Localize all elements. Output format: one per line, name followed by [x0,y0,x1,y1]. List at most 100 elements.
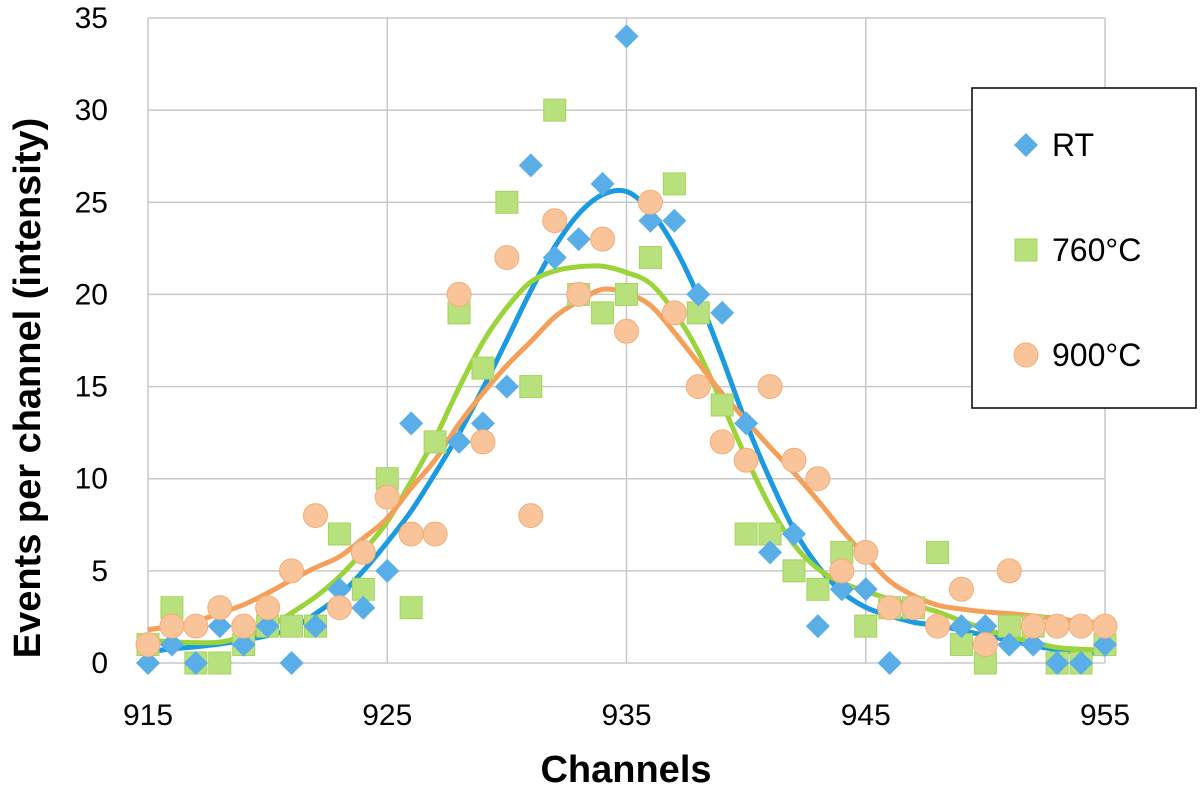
fit-curve-2 [147,263,1106,653]
point-circle [996,558,1022,584]
data-points [135,24,1118,675]
point-circle [614,318,639,344]
point-diamond [207,614,232,639]
point-diamond [662,208,687,233]
point-circle [207,595,233,621]
point-circle [637,189,663,215]
point-square [806,577,830,601]
point-diamond [638,208,663,233]
point-diamond [686,282,711,307]
point-circle [446,281,472,307]
point-square [280,614,304,638]
point-diamond [351,595,376,620]
point-circle [183,613,209,639]
point-diamond [829,577,854,602]
x-tick-labels: 915 925 935 945 955 [123,699,1130,732]
point-diamond [231,632,256,657]
point-diamond [183,651,208,675]
point-circle [542,208,568,234]
point-diamond [758,540,783,565]
point-circle [829,558,855,584]
point-diamond [447,429,472,454]
y-tick-label: 25 [75,186,108,219]
point-diamond [279,651,304,675]
point-circle [805,466,831,492]
x-tick-label: 955 [1080,699,1130,732]
point-diamond [949,614,974,639]
x-axis-title: Channels [540,749,711,791]
point-square [208,651,232,675]
point-diamond [1021,632,1046,657]
point-diamond [255,614,280,639]
point-circle [877,595,903,621]
point-diamond [877,651,902,675]
point-square [734,522,758,546]
legend-box [971,87,1197,409]
point-circle [709,429,735,455]
point-circle [518,503,544,529]
point-diamond [1045,651,1070,675]
point-circle [1020,613,1046,639]
legend-marker-diamond [1014,133,1038,157]
y-tick-label: 0 [91,647,108,680]
point-circle [781,447,807,473]
legend-marker-circle [1013,342,1039,368]
point-diamond [734,411,759,436]
point-diamond [1093,632,1117,657]
x-tick-label: 915 [123,699,173,732]
point-diamond [590,171,615,196]
point-diamond [518,153,543,178]
point-diamond [303,614,328,639]
point-square [615,282,638,306]
point-circle [685,374,711,400]
point-square [399,596,423,620]
point-diamond [614,24,639,49]
x-tick-label: 945 [841,699,891,732]
point-diamond [710,300,735,325]
point-circle [972,632,998,658]
y-tick-label: 30 [75,94,108,127]
point-square [591,301,615,325]
y-tick-label: 15 [75,371,108,404]
legend-label: 760°C [1052,232,1141,268]
y-tick-label: 20 [75,278,108,311]
point-diamond [973,614,998,639]
point-diamond [781,522,806,546]
point-square [327,522,351,546]
point-circle [590,226,616,252]
point-square [926,540,950,564]
point-circle [231,613,257,639]
point-square [662,172,686,196]
point-circle [135,632,161,658]
point-circle [159,613,185,639]
point-square [543,98,567,122]
point-circle [279,558,305,584]
point-diamond [1069,651,1094,675]
point-circle [470,429,496,455]
point-circle [326,595,352,621]
y-tick-label: 5 [91,555,108,588]
point-diamond [805,614,830,639]
legend: RT 760°C 900°C [971,87,1197,409]
legend-label: RT [1052,127,1094,163]
point-diamond [327,577,352,602]
point-circle [566,281,592,307]
point-circle [422,521,448,547]
y-tick-label: 35 [75,2,108,35]
point-circle [350,539,376,565]
point-diamond [159,632,184,657]
point-diamond [136,651,160,675]
point-circle [948,576,974,602]
point-circle [1092,613,1118,639]
point-square [495,190,519,214]
point-circle [733,447,759,473]
point-circle [925,613,951,639]
y-axis-title: Events per channel (intensity) [7,118,49,659]
x-tick-label: 935 [601,699,651,732]
point-circle [757,374,783,400]
y-tick-labels: 0 5 10 15 20 25 30 35 [75,2,108,680]
point-square [710,393,734,417]
point-circle [302,503,328,529]
point-diamond [566,227,591,252]
